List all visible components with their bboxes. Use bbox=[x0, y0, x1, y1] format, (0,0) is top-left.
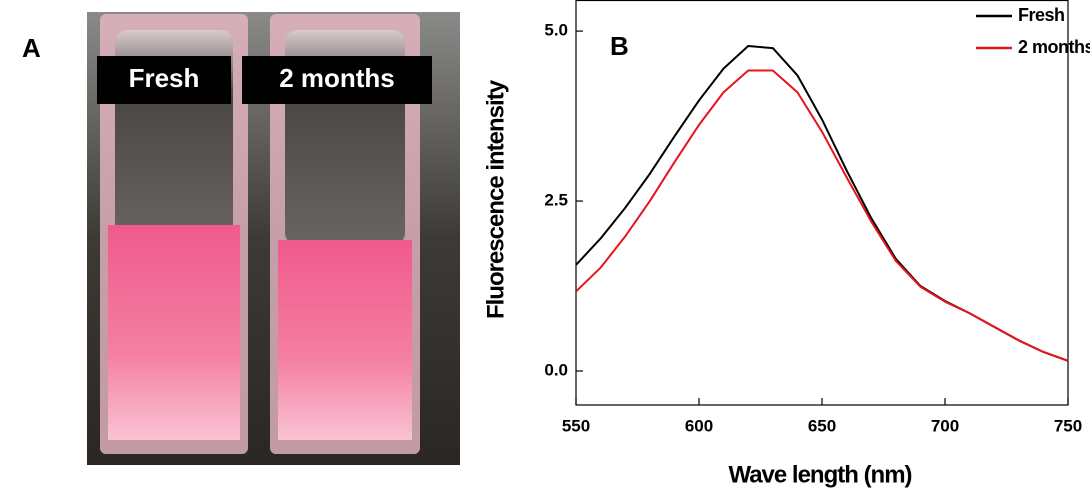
line bbox=[575, 69, 1069, 362]
x-tick-label: 750 bbox=[1054, 416, 1082, 435]
x-axis-label: Wave length (nm) bbox=[728, 461, 911, 488]
line bbox=[575, 45, 1069, 362]
x-tick-label: 550 bbox=[562, 416, 590, 435]
legend-label: 2 months bbox=[1018, 37, 1090, 57]
photo: Fresh 2 months bbox=[87, 12, 460, 465]
x-tick-label: 600 bbox=[685, 416, 713, 435]
panel-label: B bbox=[610, 31, 629, 61]
x-tick-label: 650 bbox=[808, 416, 836, 435]
y-tick-label: 5.0 bbox=[544, 21, 568, 40]
y-tick-label: 0.0 bbox=[544, 360, 568, 379]
photo-label: 2 months bbox=[279, 63, 395, 93]
x-tick-label: 700 bbox=[931, 416, 959, 435]
panel-label: A bbox=[22, 33, 41, 63]
y-tick-label: 2.5 bbox=[544, 191, 568, 210]
photo-label: Fresh bbox=[129, 63, 200, 93]
y-axis-label: Fluorescence intensity bbox=[482, 79, 509, 319]
legend-label: Fresh bbox=[1018, 5, 1065, 25]
